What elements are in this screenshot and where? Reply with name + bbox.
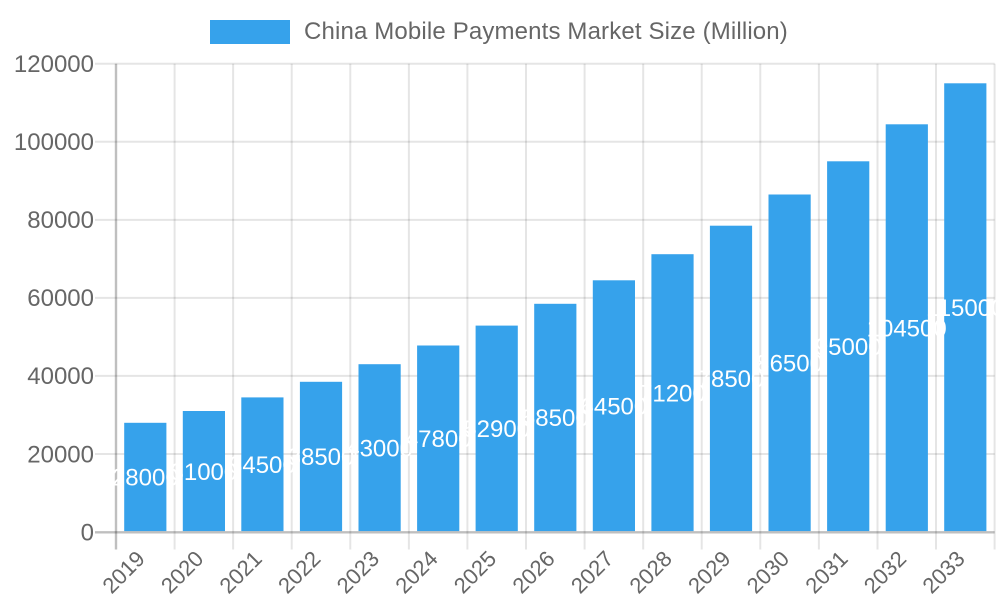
svg-text:80000: 80000 xyxy=(27,207,94,234)
svg-text:28000: 28000 xyxy=(112,465,179,492)
svg-text:115000: 115000 xyxy=(926,295,1000,322)
svg-text:2022: 2022 xyxy=(273,546,325,598)
svg-text:40000: 40000 xyxy=(27,363,94,390)
svg-text:20000: 20000 xyxy=(27,441,94,468)
svg-text:78500: 78500 xyxy=(698,366,765,393)
svg-text:31000: 31000 xyxy=(171,459,238,486)
svg-text:71200: 71200 xyxy=(639,380,706,407)
svg-text:2028: 2028 xyxy=(625,546,677,598)
svg-text:38500: 38500 xyxy=(288,444,355,471)
svg-text:2021: 2021 xyxy=(215,546,267,598)
svg-text:2023: 2023 xyxy=(332,546,384,598)
svg-text:58500: 58500 xyxy=(522,405,589,432)
svg-text:47800: 47800 xyxy=(405,426,472,453)
svg-text:2029: 2029 xyxy=(683,546,735,598)
svg-text:0: 0 xyxy=(81,519,94,546)
svg-text:2020: 2020 xyxy=(156,546,208,598)
svg-text:120000: 120000 xyxy=(14,51,94,78)
svg-text:100000: 100000 xyxy=(14,129,94,156)
svg-text:2033: 2033 xyxy=(917,546,969,598)
svg-text:104500: 104500 xyxy=(867,315,947,342)
svg-text:2030: 2030 xyxy=(742,546,794,598)
svg-text:2032: 2032 xyxy=(859,546,911,598)
svg-text:43000: 43000 xyxy=(346,435,413,462)
svg-text:64500: 64500 xyxy=(581,394,648,421)
svg-text:China Mobile Payments Market S: China Mobile Payments Market Size (Milli… xyxy=(304,18,788,45)
svg-text:2025: 2025 xyxy=(449,546,501,598)
svg-text:2019: 2019 xyxy=(97,546,149,598)
svg-text:52900: 52900 xyxy=(463,416,530,443)
svg-text:95000: 95000 xyxy=(815,334,882,361)
svg-text:2031: 2031 xyxy=(800,546,852,598)
svg-text:2026: 2026 xyxy=(507,546,559,598)
svg-text:2024: 2024 xyxy=(390,546,442,598)
svg-text:86500: 86500 xyxy=(756,351,823,378)
svg-text:34500: 34500 xyxy=(229,452,296,479)
svg-text:2027: 2027 xyxy=(566,546,618,598)
svg-text:60000: 60000 xyxy=(27,285,94,312)
